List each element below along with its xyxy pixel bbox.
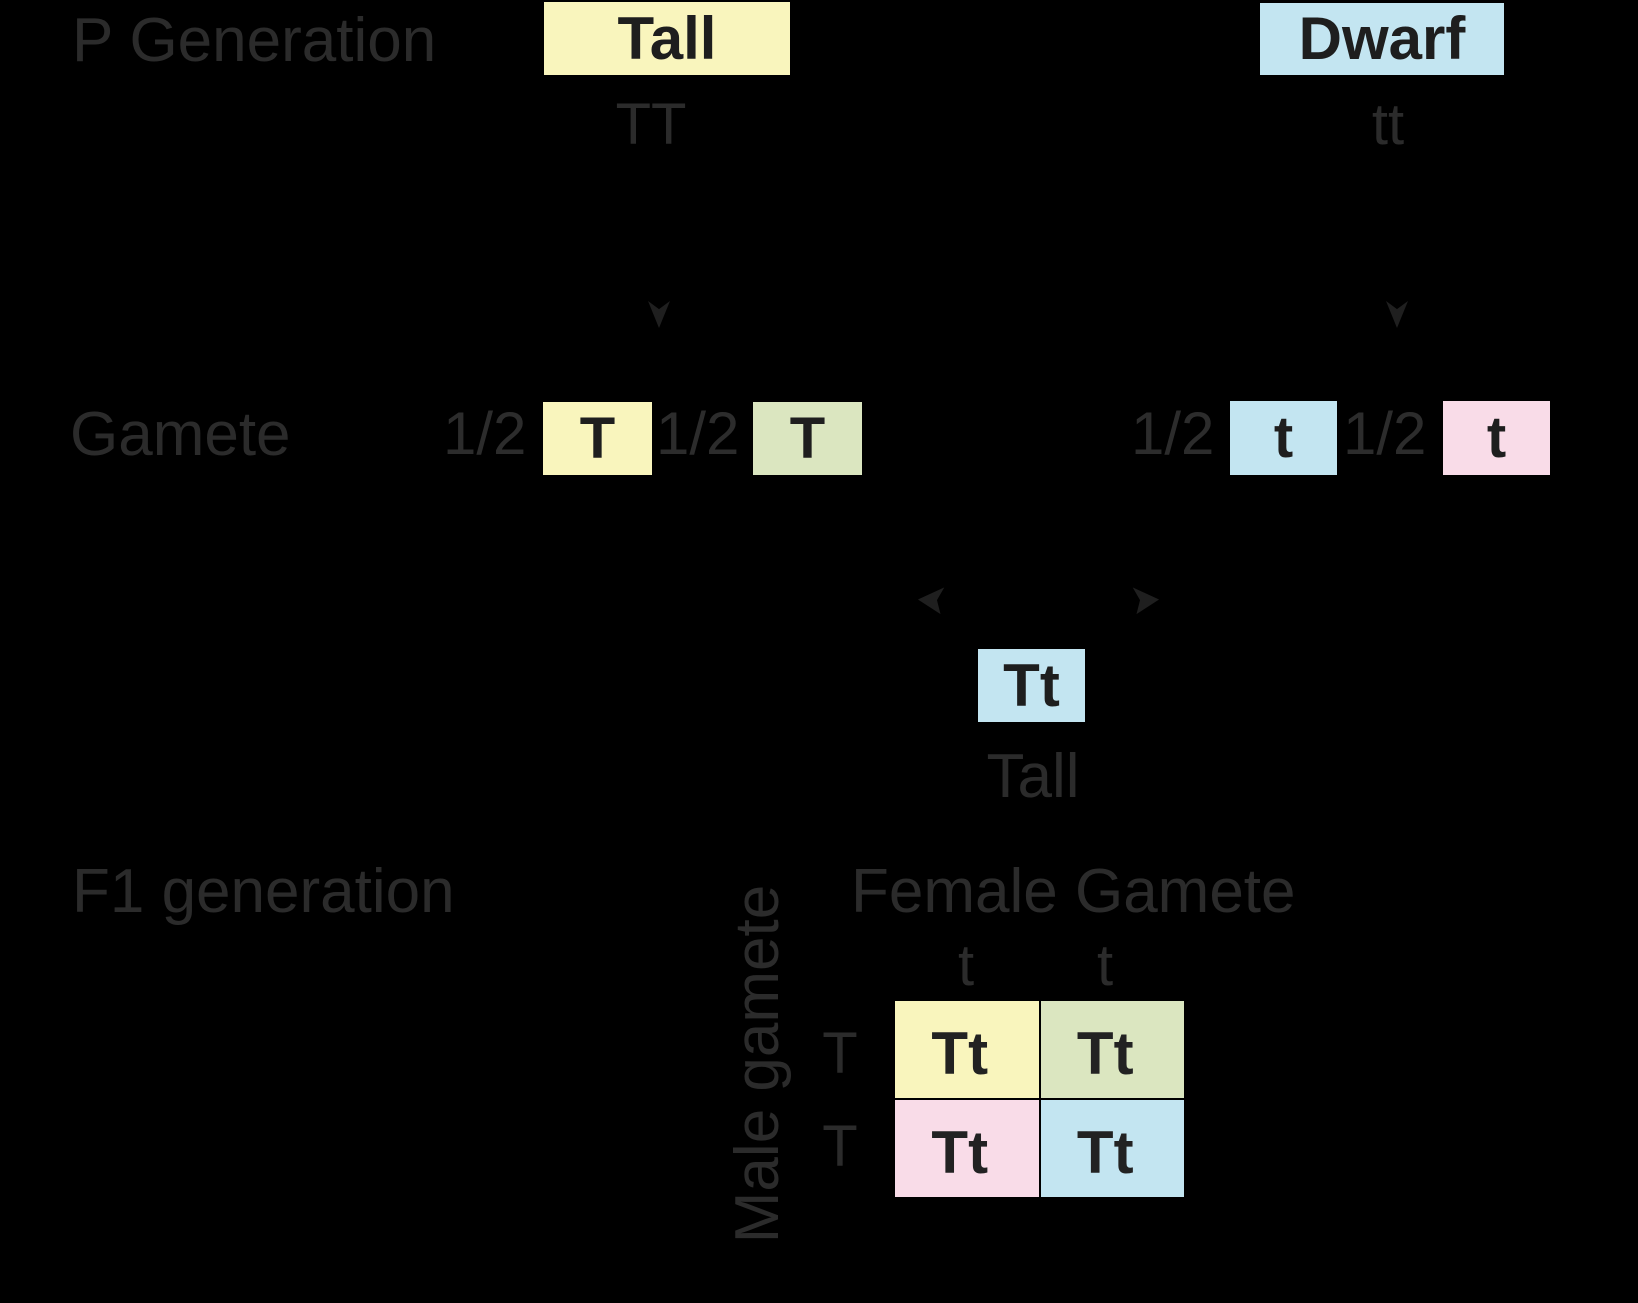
parent-dwarf-genotype: tt bbox=[1371, 92, 1405, 157]
down-arrow-icon bbox=[1386, 301, 1408, 328]
gamete-fraction: 1/2 bbox=[656, 400, 740, 467]
p-generation-label: P Generation bbox=[72, 6, 437, 75]
gamete-allele-box: t bbox=[1230, 401, 1337, 475]
punnett-row-header: T bbox=[822, 1114, 858, 1179]
parent-tall-genotype: TT bbox=[615, 92, 687, 157]
f1-genotype-box: Tt bbox=[978, 649, 1085, 722]
convergence-arrow-left-icon bbox=[917, 585, 945, 614]
punnett-cell: Tt bbox=[1040, 1100, 1184, 1197]
punnett-col-header: t bbox=[957, 933, 975, 998]
punnett-square: Tt Tt Tt Tt bbox=[893, 999, 1186, 1199]
down-arrow-icon bbox=[648, 301, 670, 328]
punnett-cell: Tt bbox=[895, 1001, 1039, 1098]
parent-tall-box: Tall bbox=[544, 2, 790, 75]
punnett-col-header: t bbox=[1096, 933, 1114, 998]
gamete-allele-box: T bbox=[753, 402, 862, 475]
parent-dwarf-box: Dwarf bbox=[1260, 3, 1504, 75]
gamete-allele-box: t bbox=[1443, 401, 1550, 475]
male-gamete-label: Male gamete bbox=[723, 884, 792, 1244]
f1-phenotype-label: Tall bbox=[986, 742, 1080, 811]
gamete-allele-box: T bbox=[543, 402, 652, 475]
gamete-label: Gamete bbox=[70, 400, 291, 469]
punnett-cell: Tt bbox=[1040, 1001, 1184, 1098]
f1-generation-label: F1 generation bbox=[72, 857, 455, 926]
convergence-arrow-right-icon bbox=[1133, 585, 1161, 614]
gamete-fraction: 1/2 bbox=[443, 400, 527, 467]
punnett-row-header: T bbox=[822, 1021, 858, 1086]
female-gamete-label: Female Gamete bbox=[851, 857, 1296, 926]
gamete-fraction: 1/2 bbox=[1343, 400, 1427, 467]
punnett-cell: Tt bbox=[895, 1100, 1039, 1197]
gamete-fraction: 1/2 bbox=[1131, 400, 1215, 467]
